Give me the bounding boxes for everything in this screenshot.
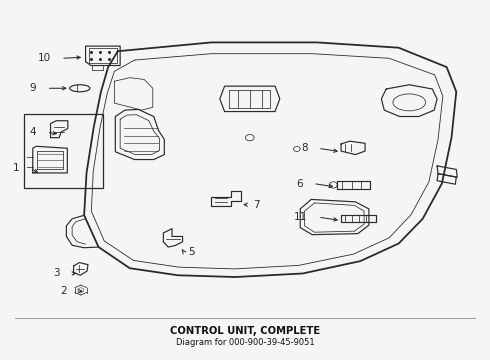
Text: 8: 8 <box>301 143 307 153</box>
Text: 5: 5 <box>188 247 195 257</box>
Text: 3: 3 <box>53 269 60 279</box>
Text: 11: 11 <box>294 212 307 222</box>
Text: 4: 4 <box>29 127 36 138</box>
Text: 1: 1 <box>13 163 19 173</box>
Text: 6: 6 <box>296 179 303 189</box>
Text: CONTROL UNIT, COMPLETE: CONTROL UNIT, COMPLETE <box>170 326 320 336</box>
Bar <box>24 114 103 188</box>
Text: 10: 10 <box>37 53 50 63</box>
Text: 9: 9 <box>29 83 36 93</box>
Text: Diagram for 000-900-39-45-9051: Diagram for 000-900-39-45-9051 <box>176 338 314 347</box>
Text: 7: 7 <box>253 200 259 210</box>
Text: 2: 2 <box>61 286 67 296</box>
